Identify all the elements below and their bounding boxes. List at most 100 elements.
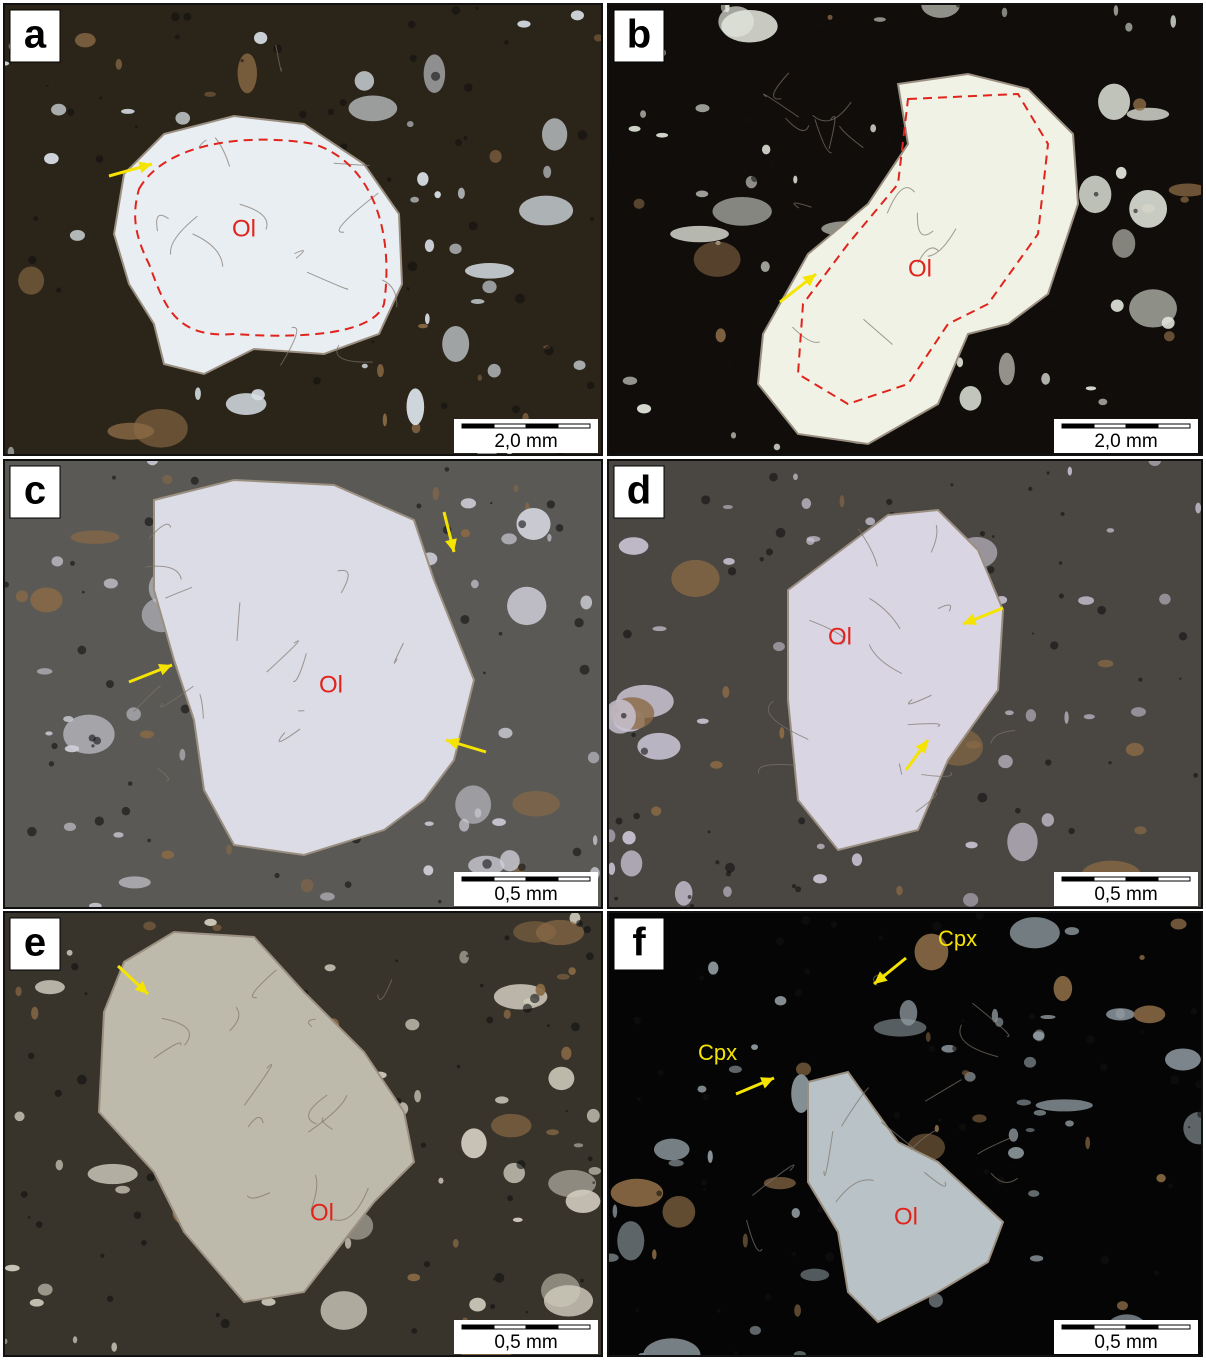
grain xyxy=(254,32,267,44)
grain xyxy=(1085,1137,1090,1150)
dark-spot xyxy=(469,222,478,231)
dark-spot xyxy=(1059,594,1064,599)
dark-spot xyxy=(1059,561,1062,564)
grain xyxy=(465,263,514,279)
scale-segment xyxy=(1094,1325,1126,1329)
grain xyxy=(694,242,741,277)
grain xyxy=(461,498,476,508)
grain xyxy=(794,1304,801,1316)
dark-spot xyxy=(408,21,416,29)
dark-spot xyxy=(406,287,409,290)
dark-spot xyxy=(976,1157,978,1159)
grain xyxy=(536,984,546,996)
grain xyxy=(513,1218,523,1223)
grain xyxy=(498,728,512,738)
dark-spot xyxy=(36,1221,43,1228)
dark-spot xyxy=(635,1309,639,1313)
grain xyxy=(423,865,433,875)
grain xyxy=(1127,108,1169,121)
dark-spot xyxy=(1186,103,1188,105)
grain xyxy=(175,112,190,125)
grain xyxy=(469,1298,486,1312)
grain xyxy=(478,375,483,381)
dark-spot xyxy=(33,216,38,221)
dark-spot xyxy=(547,1024,550,1027)
dark-spot xyxy=(28,256,36,264)
dark-spot xyxy=(512,405,520,413)
dark-spot xyxy=(147,1174,155,1182)
scale-label: 0,5 mm xyxy=(494,1332,557,1353)
grain xyxy=(723,505,733,509)
grain xyxy=(414,1090,421,1102)
dark-spot xyxy=(766,549,773,556)
grain xyxy=(1007,823,1037,862)
grain xyxy=(708,961,718,974)
dark-spot xyxy=(961,1019,964,1022)
grain xyxy=(541,1273,580,1307)
dark-spot xyxy=(658,1070,664,1076)
dark-spot xyxy=(623,630,632,639)
micrograph: Ol xyxy=(3,455,602,909)
grain xyxy=(654,1139,690,1161)
dark-spot xyxy=(526,1311,529,1314)
panel: Ola2,0 mm xyxy=(0,4,602,462)
dark-spot xyxy=(952,1045,958,1051)
grain xyxy=(574,360,586,370)
grain xyxy=(723,886,732,897)
grain xyxy=(407,388,425,425)
mineral-label: Ol xyxy=(319,671,343,698)
grain xyxy=(743,1234,748,1248)
grain xyxy=(1170,15,1176,28)
grain xyxy=(710,761,723,769)
grain xyxy=(15,1112,25,1122)
grain xyxy=(405,1019,419,1030)
dark-spot xyxy=(51,743,57,749)
dark-spot xyxy=(371,341,374,344)
grain xyxy=(517,20,530,27)
grain xyxy=(488,364,501,378)
grain xyxy=(604,699,635,733)
grain xyxy=(140,731,154,739)
dark-spot xyxy=(801,916,810,925)
dark-spot xyxy=(299,111,307,119)
panel-letter: c xyxy=(24,469,46,513)
grain xyxy=(56,1160,63,1171)
grain xyxy=(489,150,501,163)
dark-spot xyxy=(112,476,116,480)
dark-spot xyxy=(584,926,591,933)
scale-segment xyxy=(1126,1325,1158,1329)
grain xyxy=(417,172,428,186)
grain xyxy=(143,922,156,931)
dark-spot xyxy=(507,1195,513,1201)
grain xyxy=(731,432,736,438)
panel: Ole0,5 mm xyxy=(3,912,602,1360)
grain xyxy=(1139,955,1144,960)
grain xyxy=(629,126,641,132)
dark-spot xyxy=(457,1065,461,1069)
scale-label: 0,5 mm xyxy=(1094,884,1157,905)
grain xyxy=(697,1086,706,1093)
dark-spot xyxy=(688,895,692,899)
grain xyxy=(817,844,825,850)
dark-spot xyxy=(221,1319,230,1328)
grain xyxy=(670,226,729,242)
grain xyxy=(458,188,465,199)
panel: Old0,5 mm xyxy=(604,454,1202,908)
dark-spot xyxy=(128,781,133,786)
grain xyxy=(696,190,708,197)
dark-spot xyxy=(1100,1064,1108,1072)
dark-spot xyxy=(1191,1008,1198,1015)
dark-spot xyxy=(706,92,710,96)
dark-spot xyxy=(70,561,75,566)
grain xyxy=(1078,596,1094,605)
dark-spot xyxy=(776,937,784,945)
grain xyxy=(449,244,461,254)
dark-spot xyxy=(1086,1035,1094,1043)
grain xyxy=(425,313,430,324)
dark-spot xyxy=(486,1017,493,1024)
grain xyxy=(1086,386,1096,390)
grain xyxy=(438,1178,443,1184)
grain xyxy=(1028,1190,1039,1197)
grain xyxy=(238,53,257,93)
dark-spot xyxy=(616,818,623,825)
